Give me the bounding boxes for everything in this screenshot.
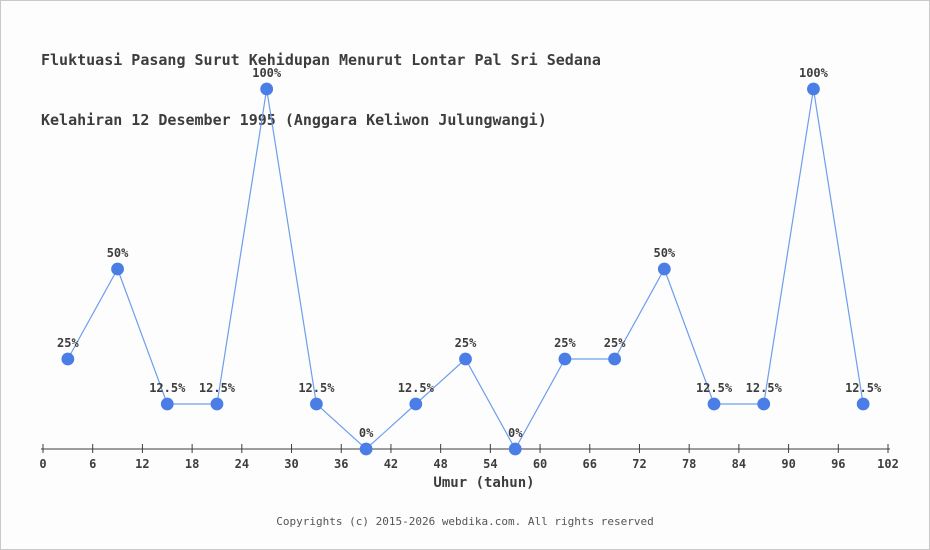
x-axis-tick-label: 12 [135, 457, 149, 471]
x-axis-tick-label: 78 [682, 457, 696, 471]
x-axis-tick-label: 84 [732, 457, 746, 471]
x-axis-tick-label: 6 [89, 457, 96, 471]
x-axis-tick-label: 66 [583, 457, 597, 471]
data-point [309, 397, 323, 411]
chart-title-line2: Kelahiran 12 Desember 1995 (Anggara Keli… [41, 111, 547, 129]
data-point [558, 352, 572, 366]
data-point [210, 397, 224, 411]
data-point-label: 12.5% [845, 381, 882, 395]
chart-title-line1: Fluktuasi Pasang Surut Kehidupan Menurut… [41, 51, 601, 69]
data-point [260, 82, 274, 96]
x-axis-tick-label: 96 [831, 457, 845, 471]
data-line [67, 88, 864, 451]
x-axis-tick-label: 102 [877, 457, 899, 471]
data-point-label: 100% [799, 66, 829, 80]
data-point [657, 262, 671, 276]
data-point [111, 262, 124, 276]
data-point [508, 442, 522, 456]
x-axis-tick-label: 36 [334, 457, 348, 471]
data-point-label: 50% [653, 246, 675, 260]
x-axis-tick-label: 24 [235, 457, 249, 471]
data-point-label: 100% [252, 66, 282, 80]
x-axis-tick-label: 18 [185, 457, 199, 471]
data-point [61, 352, 75, 366]
data-point [459, 352, 472, 366]
data-point-label: 25% [57, 336, 79, 350]
data-point-label: 50% [107, 246, 129, 260]
data-point-label: 25% [554, 336, 576, 350]
data-point-label: 12.5% [696, 381, 733, 395]
data-point [856, 397, 870, 411]
data-point-label: 12.5% [199, 381, 236, 395]
data-point-label: 0% [359, 426, 374, 440]
x-axis-tick-label: 0 [39, 457, 46, 471]
data-point [608, 352, 622, 366]
x-axis-tick-label: 30 [284, 457, 298, 471]
x-axis-tick-label: 48 [433, 457, 447, 471]
chart-title: Fluktuasi Pasang Surut Kehidupan Menurut… [41, 10, 601, 170]
data-point [359, 442, 373, 456]
data-point-label: 12.5% [298, 381, 335, 395]
x-axis-tick-label: 54 [483, 457, 497, 471]
data-point-label: 0% [508, 426, 523, 440]
x-axis-tick-label: 72 [632, 457, 646, 471]
x-axis-tick-label: 42 [384, 457, 398, 471]
data-point [807, 82, 820, 96]
data-point [757, 397, 771, 411]
copyright-text: Copyrights (c) 2015-2026 webdika.com. Al… [276, 515, 654, 528]
x-axis-label: Umur (tahun) [433, 475, 535, 491]
data-point-label: 25% [455, 336, 477, 350]
data-point [160, 397, 174, 411]
data-point-label: 12.5% [398, 381, 435, 395]
data-point [707, 397, 721, 411]
data-point-label: 12.5% [149, 381, 186, 395]
data-point-label: 25% [604, 336, 626, 350]
x-axis-tick-label: 90 [781, 457, 795, 471]
data-point-label: 12.5% [746, 381, 783, 395]
data-point [409, 397, 423, 411]
x-axis-tick-label: 60 [533, 457, 547, 471]
